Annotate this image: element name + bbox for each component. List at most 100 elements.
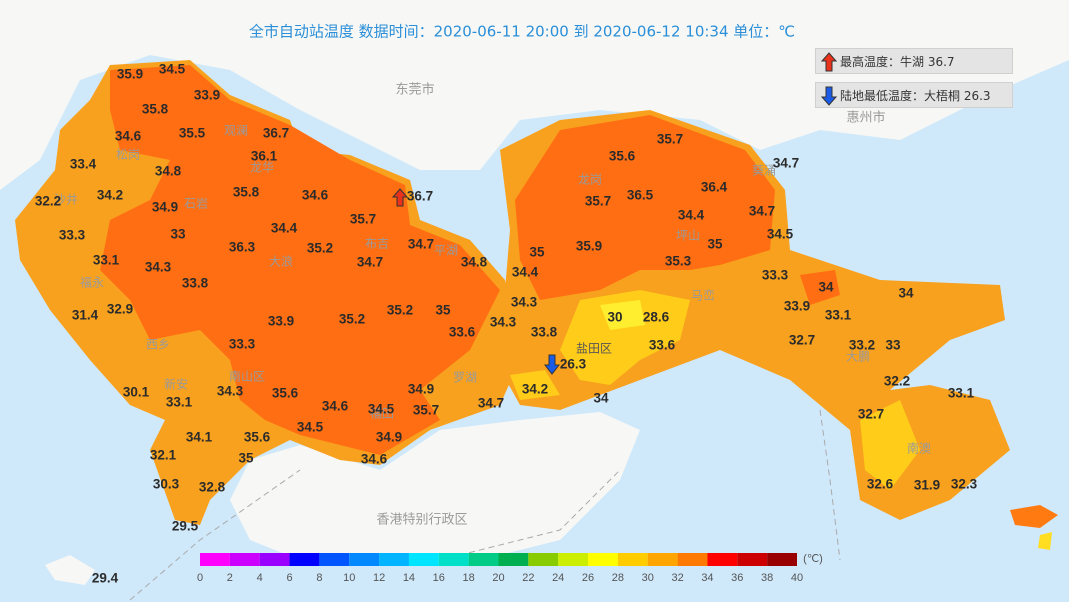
district-label: 新安 bbox=[164, 377, 188, 392]
district-label: 松岗 bbox=[116, 148, 140, 162]
mainland bbox=[0, 0, 1069, 190]
colorbar-unit: (℃) bbox=[803, 553, 823, 565]
station-value: 34.6 bbox=[322, 399, 349, 414]
station-value: 34.1 bbox=[186, 430, 213, 445]
station-value: 34.7 bbox=[478, 396, 504, 411]
cool-zone bbox=[560, 290, 690, 385]
color-swatch bbox=[408, 553, 439, 566]
colorbar-tick: 6 bbox=[286, 572, 292, 584]
colorbar-tick: 8 bbox=[316, 572, 322, 584]
station-value: 30.3 bbox=[153, 477, 180, 492]
region-label: 盐田区 bbox=[576, 342, 612, 356]
station-value: 35 bbox=[529, 245, 545, 260]
station-value: 35.7 bbox=[657, 132, 683, 147]
station-value: 34.6 bbox=[302, 188, 329, 203]
station-value: 34.5 bbox=[297, 420, 324, 435]
color-swatch bbox=[737, 553, 768, 566]
station-value: 34.7 bbox=[408, 237, 434, 252]
colorbar-tick: 10 bbox=[343, 572, 355, 584]
station-value: 33.9 bbox=[268, 314, 294, 329]
station-value: 33.9 bbox=[194, 88, 220, 103]
station-value: 32.9 bbox=[107, 302, 133, 317]
cool-zone bbox=[600, 300, 645, 330]
hot-zone bbox=[800, 270, 840, 305]
color-swatch bbox=[677, 553, 708, 566]
color-swatch bbox=[767, 553, 797, 566]
min-arrow bbox=[543, 354, 561, 375]
colorbar-tick: 20 bbox=[492, 572, 504, 584]
station-value: 26.3 bbox=[560, 357, 587, 372]
station-value: 35.9 bbox=[576, 239, 602, 254]
max-text: 最高温度：牛湖 36.7 bbox=[840, 55, 955, 69]
district-label: 马峦 bbox=[691, 288, 715, 303]
station-value: 36.1 bbox=[251, 149, 278, 164]
max-arrow bbox=[391, 188, 409, 207]
station-value: 31.9 bbox=[914, 478, 940, 493]
station-value: 32.2 bbox=[884, 374, 910, 389]
boundary bbox=[129, 409, 841, 601]
station-value: 30.1 bbox=[123, 385, 150, 400]
title: 全市自动站温度 数据时间：2020-06-11 20:00 到 2020-06-… bbox=[249, 23, 795, 41]
station-value: 36.4 bbox=[701, 180, 728, 195]
station-value: 33.1 bbox=[166, 395, 193, 410]
station-value: 34.7 bbox=[773, 156, 799, 171]
station-value: 34.5 bbox=[767, 227, 794, 242]
station-value: 33.1 bbox=[93, 253, 120, 268]
cool-zone bbox=[510, 370, 560, 400]
district-label: 福永 bbox=[80, 275, 104, 290]
station-value: 35.2 bbox=[307, 241, 333, 256]
colorbar-tick: 2 bbox=[227, 572, 233, 584]
station-value: 34.4 bbox=[678, 208, 705, 223]
station-value: 28.6 bbox=[643, 310, 670, 325]
colorbar-tick: 26 bbox=[582, 572, 594, 584]
station-value: 35.6 bbox=[272, 386, 299, 401]
station-value: 35.2 bbox=[339, 312, 365, 327]
color-swatch bbox=[289, 553, 320, 566]
hot-zone bbox=[100, 65, 500, 455]
colorbar: 0 2 4 6 8 10 12 14 16 18 20 22 24 26 28 30 32 34 36 38 40(℃) bbox=[197, 553, 823, 584]
color-swatch bbox=[588, 553, 618, 566]
district-label: 南澳 bbox=[907, 441, 931, 456]
colorbar-tick: 30 bbox=[642, 572, 654, 584]
station-value: 34 bbox=[818, 280, 834, 295]
station-value: 31.4 bbox=[72, 308, 99, 323]
station-value: 34.2 bbox=[97, 188, 123, 203]
station-value: 35.8 bbox=[142, 102, 169, 117]
district-label: 罗湖 bbox=[453, 370, 477, 385]
station-value: 36.7 bbox=[263, 126, 289, 141]
cool-zone bbox=[860, 400, 920, 490]
colorbar-tick: 32 bbox=[671, 572, 683, 584]
station-value: 32.1 bbox=[150, 448, 177, 463]
station-value: 34.8 bbox=[155, 164, 182, 179]
station-value: 34.5 bbox=[368, 402, 395, 417]
station-value: 35.7 bbox=[350, 212, 376, 227]
color-swatch bbox=[379, 553, 409, 566]
colorbar-tick: 14 bbox=[403, 572, 415, 584]
station-value: 34.3 bbox=[490, 315, 517, 330]
hot-zone bbox=[515, 115, 775, 300]
up-icon bbox=[821, 52, 837, 72]
station-value: 35 bbox=[238, 451, 254, 466]
district-label: 龙华 bbox=[250, 161, 274, 175]
district-label: 西乡 bbox=[146, 338, 170, 352]
station-value: 33.9 bbox=[784, 299, 810, 314]
colorbar-tick: 28 bbox=[612, 572, 624, 584]
station-value: 32.8 bbox=[199, 480, 226, 495]
station-value: 34 bbox=[898, 286, 914, 301]
station-value: 33.6 bbox=[649, 338, 676, 353]
colorbar-tick: 18 bbox=[463, 572, 475, 584]
district-label: 沙井 bbox=[54, 193, 78, 207]
station-value: 35.7 bbox=[585, 194, 611, 209]
station-value: 36.3 bbox=[229, 240, 256, 255]
color-swatch bbox=[229, 553, 260, 566]
station-value: 32.7 bbox=[789, 333, 815, 348]
station-value: 34.3 bbox=[145, 260, 172, 275]
district-label: 南山区 bbox=[229, 369, 265, 384]
colorbar-tick: 22 bbox=[522, 572, 534, 584]
color-swatch bbox=[498, 553, 529, 566]
color-swatch bbox=[200, 553, 230, 566]
district-label: 坪山 bbox=[676, 229, 700, 243]
